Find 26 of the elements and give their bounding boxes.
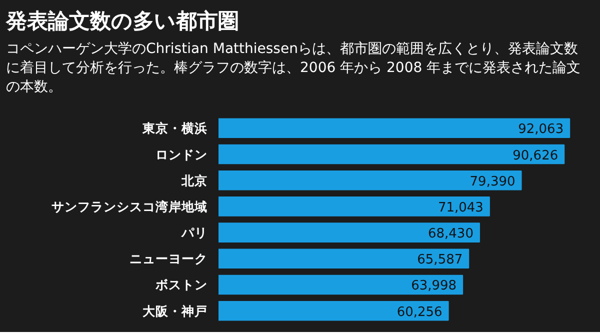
data-label: 79,390 [470,174,516,190]
bar [218,118,570,138]
chart-title: 発表論文数の多い都市圏 [6,8,240,35]
bar [218,222,480,242]
data-label: 90,626 [512,148,558,164]
data-label: 60,256 [396,304,442,320]
bar [218,274,464,295]
bar [218,170,522,190]
bar [218,144,565,164]
data-label: 71,043 [438,200,484,216]
data-label: 68,430 [428,226,474,242]
y-tick-label: 北京 [180,172,208,188]
data-label: 65,587 [417,252,463,268]
y-tick-label: 大阪・神戸 [142,303,208,318]
bar [218,196,490,216]
y-tick-label: ロンドン [156,146,208,162]
data-label: 92,063 [518,122,564,138]
data-label: 63,998 [411,278,457,294]
y-tick-label: ボストン [154,277,208,292]
bar [218,248,470,269]
y-tick-label: サンフランシスコ湾岸地域 [52,198,208,214]
y-tick-label: 東京・横浜 [142,120,208,136]
bar [218,300,449,321]
y-tick-label: パリ [180,225,208,240]
y-tick-label: ニューヨーク [130,251,208,266]
chart-subtitle: コペンハーゲン大学のChristian Matthiessenらは、都市圏の範囲を広くとり、発表論文数に着目して分析を行った。棒グラフの数字は、2006 年から 2008 年までに発表された論文の本数。 [6,40,582,97]
